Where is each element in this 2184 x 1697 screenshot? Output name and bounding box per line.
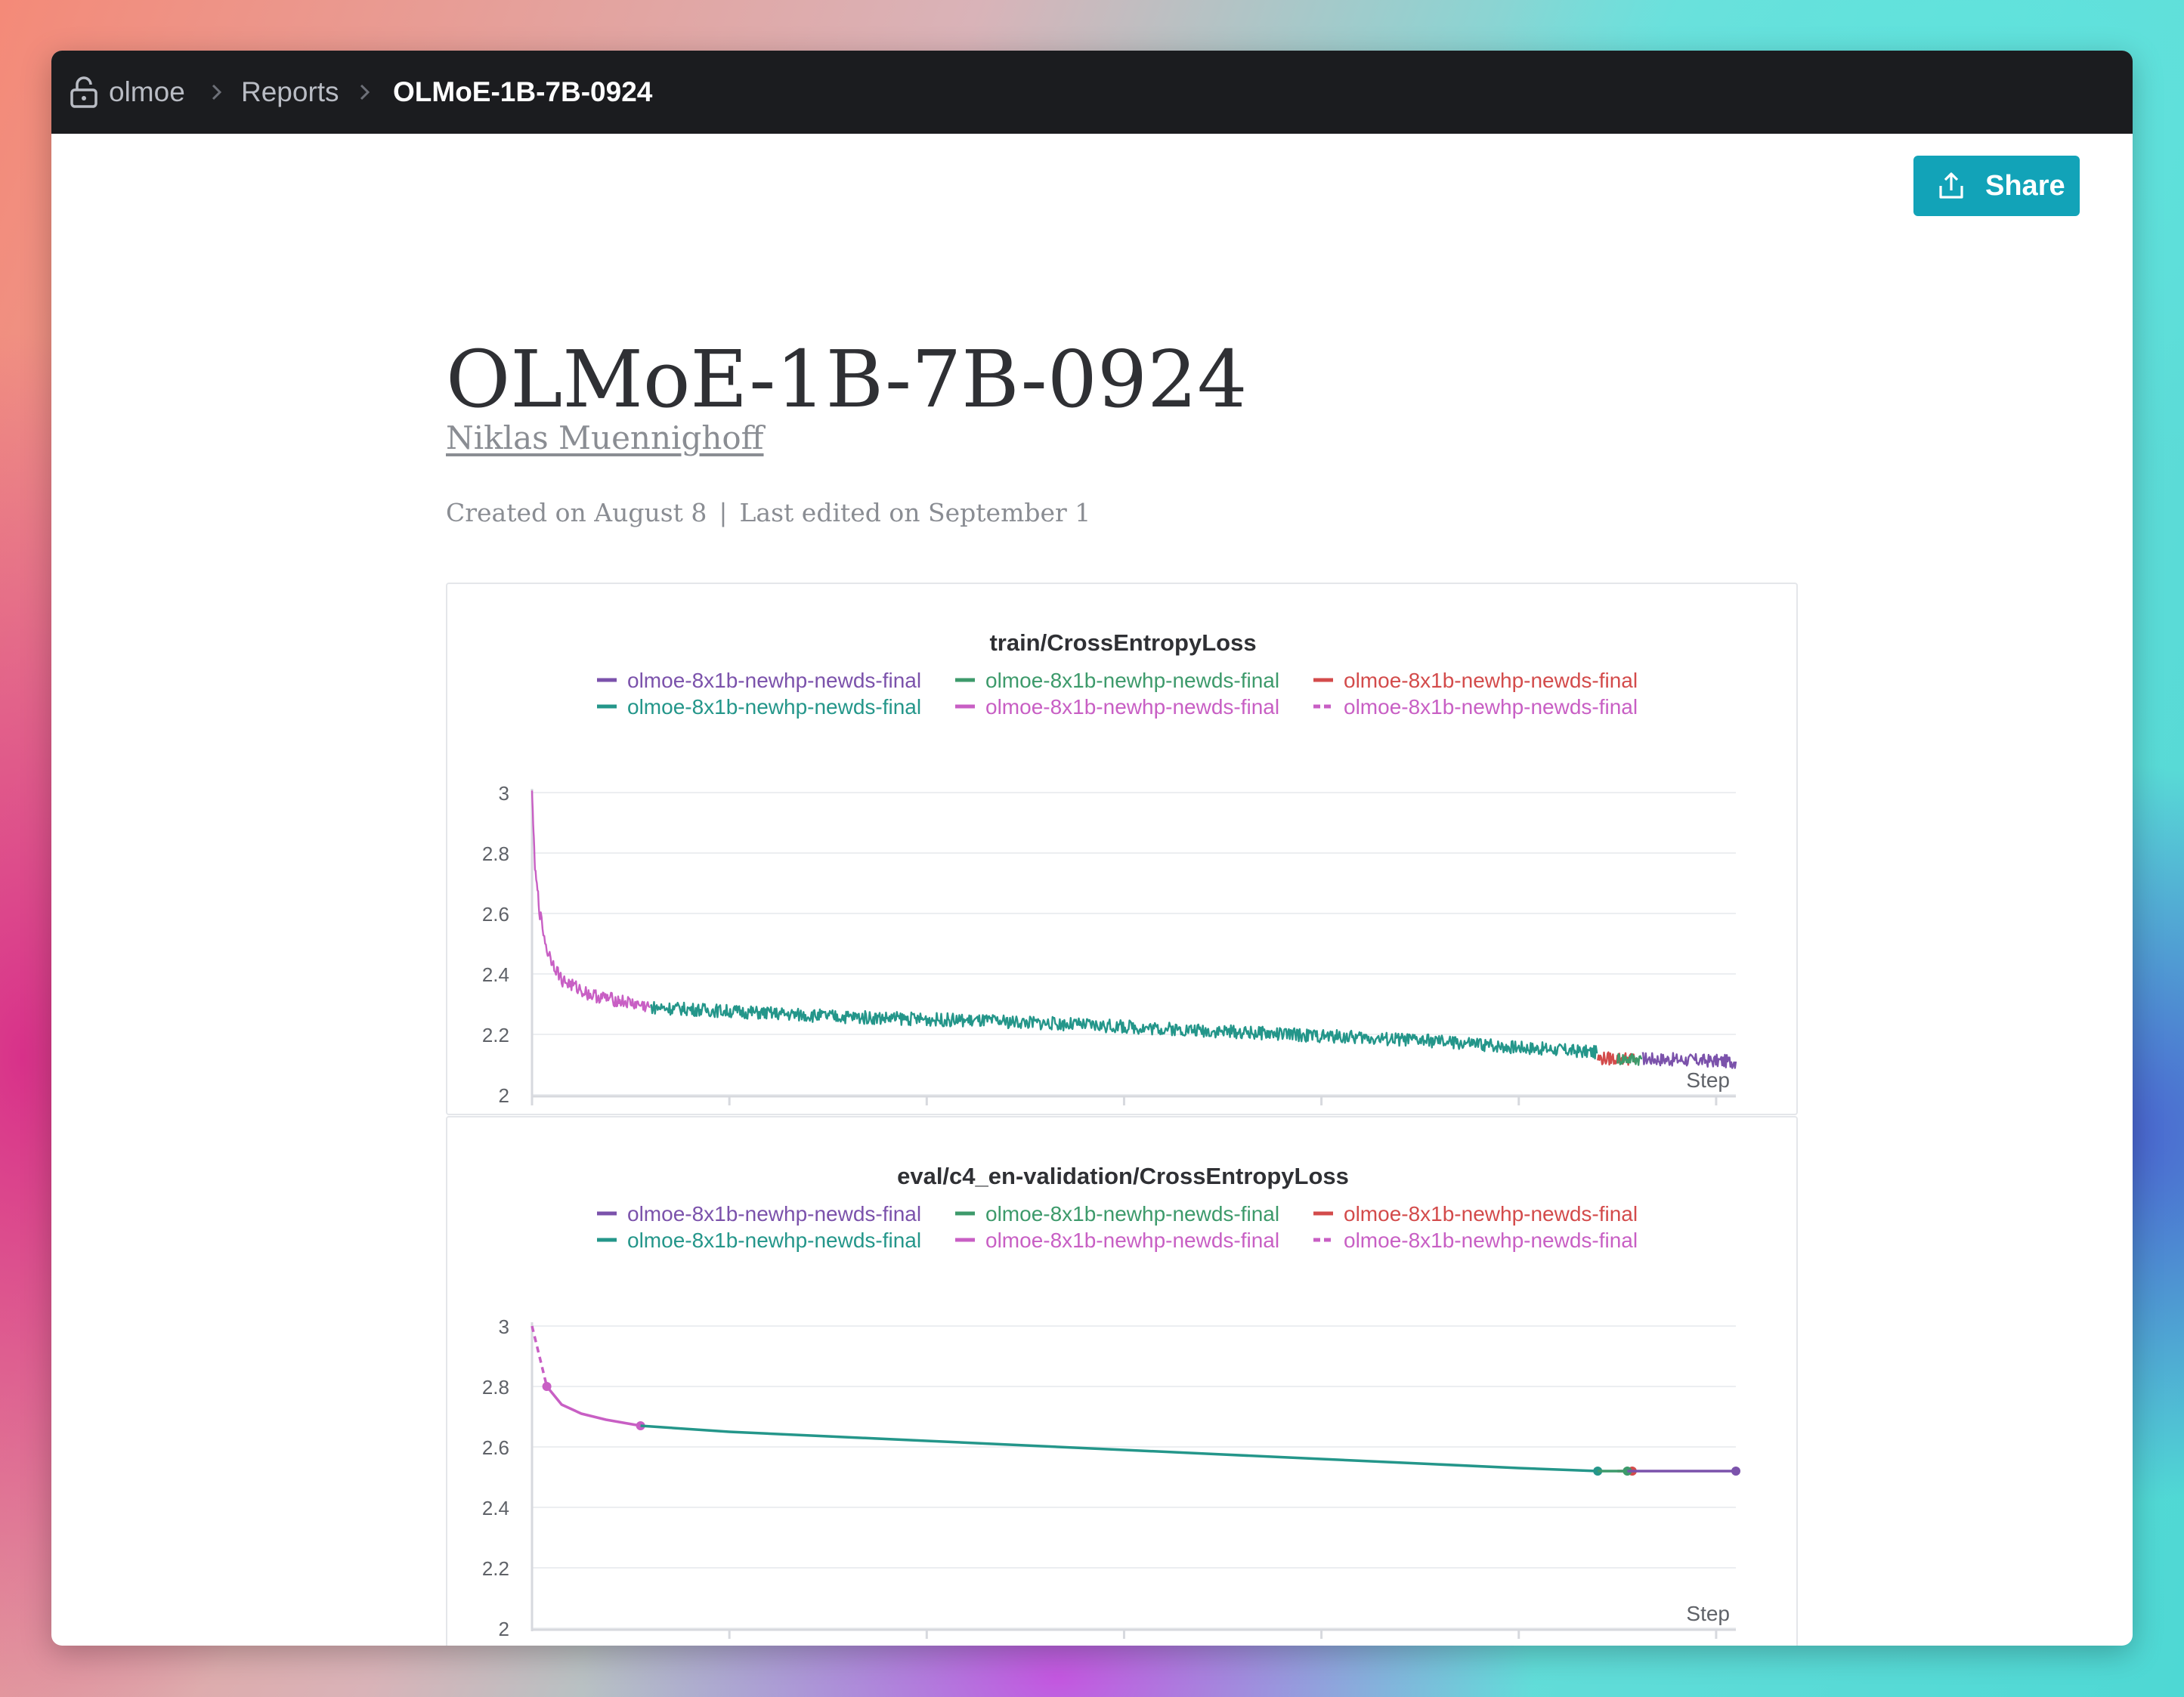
series-line	[531, 790, 651, 1012]
legend-item[interactable]: olmoe-8x1b-newhp-newds-final	[955, 1202, 1279, 1226]
legend-label: olmoe-8x1b-newhp-newds-final	[1344, 695, 1638, 719]
legend-item[interactable]: olmoe-8x1b-newhp-newds-final	[1313, 1229, 1638, 1252]
y-tick-label: 2.8	[482, 1376, 509, 1399]
legend-label: olmoe-8x1b-newhp-newds-final	[985, 669, 1279, 692]
legend-item[interactable]: olmoe-8x1b-newhp-newds-final	[597, 669, 921, 692]
breadcrumb-project[interactable]: olmoe	[109, 76, 185, 107]
y-tick-label: 2.4	[482, 963, 509, 986]
legend-item[interactable]: olmoe-8x1b-newhp-newds-final	[597, 1202, 921, 1226]
legend-label: olmoe-8x1b-newhp-newds-final	[985, 1229, 1279, 1252]
chart-title: train/CrossEntropyLoss	[989, 629, 1256, 656]
y-tick-label: 3	[499, 782, 509, 805]
y-tick-label: 2.2	[482, 1557, 509, 1580]
top-bar: olmoe Reports OLMoE-1B-7B-0924	[51, 51, 2133, 134]
y-tick-label: 2.2	[482, 1024, 509, 1046]
meta-separator: |	[719, 498, 728, 527]
series-line	[1641, 1052, 1737, 1069]
chevron-right-icon	[212, 84, 222, 100]
author-link[interactable]: Niklas Muennighoff	[446, 419, 764, 456]
x-axis-label: Step	[1686, 1602, 1730, 1625]
y-tick-label: 2.4	[482, 1497, 509, 1519]
created-date: Created on August 8	[446, 498, 707, 527]
legend-label: olmoe-8x1b-newhp-newds-final	[627, 1202, 921, 1226]
y-tick-label: 2.8	[482, 842, 509, 865]
report-title: OLMoE-1B-7B-0924	[446, 333, 1248, 425]
eval-loss-chart: eval/c4_en-validation/CrossEntropyLossol…	[482, 1163, 1740, 1640]
legend-label: olmoe-8x1b-newhp-newds-final	[985, 1202, 1279, 1226]
y-tick-label: 2	[499, 1618, 509, 1640]
series-line	[546, 1385, 641, 1427]
legend-label: olmoe-8x1b-newhp-newds-final	[627, 1229, 921, 1252]
edited-date: Last edited on September 1	[739, 498, 1091, 527]
legend-item[interactable]: olmoe-8x1b-newhp-newds-final	[1313, 1202, 1638, 1226]
chart-panel-train-loss[interactable]: train/CrossEntropyLoss olmoe-8x1b-newhp-n…	[446, 583, 1798, 1115]
series-end-point	[1731, 1467, 1740, 1476]
y-tick-label: 3	[499, 1315, 509, 1338]
legend-item[interactable]: olmoe-8x1b-newhp-newds-final	[597, 695, 921, 719]
legend-label: olmoe-8x1b-newhp-newds-final	[627, 695, 921, 719]
share-icon	[1939, 172, 1963, 199]
y-tick-label: 2.6	[482, 1436, 509, 1459]
browser-window: olmoe Reports OLMoE-1B-7B-0924 Share OLM…	[51, 51, 2133, 1646]
chevron-right-icon	[360, 84, 370, 100]
series-line	[640, 1424, 1598, 1473]
legend-label: olmoe-8x1b-newhp-newds-final	[1344, 1229, 1638, 1252]
legend-label: olmoe-8x1b-newhp-newds-final	[1344, 1202, 1638, 1226]
legend-label: olmoe-8x1b-newhp-newds-final	[1344, 669, 1638, 692]
share-button[interactable]: Share	[1913, 156, 2080, 216]
series-line	[649, 1000, 1598, 1060]
report-meta: Created on August 8 | Last edited on Septe…	[446, 498, 1090, 527]
series-end-point	[1623, 1467, 1632, 1476]
legend-item[interactable]: olmoe-8x1b-newhp-newds-final	[955, 669, 1279, 692]
train-loss-chart: train/CrossEntropyLoss olmoe-8x1b-newhp-n…	[482, 629, 1737, 1107]
legend-item[interactable]: olmoe-8x1b-newhp-newds-final	[1313, 695, 1638, 719]
unlock-icon	[70, 76, 97, 108]
legend-label: olmoe-8x1b-newhp-newds-final	[985, 695, 1279, 719]
series-end-point	[1593, 1467, 1603, 1476]
x-axis-label: Step	[1686, 1068, 1730, 1092]
y-tick-label: 2	[499, 1084, 509, 1107]
series-line	[1616, 1053, 1643, 1066]
legend-item[interactable]: olmoe-8x1b-newhp-newds-final	[955, 695, 1279, 719]
chart-title: eval/c4_en-validation/CrossEntropyLoss	[897, 1163, 1349, 1189]
breadcrumb-current-report: OLMoE-1B-7B-0924	[393, 76, 653, 107]
series-line	[531, 1325, 549, 1387]
y-tick-label: 2.6	[482, 903, 509, 926]
share-button-label: Share	[1985, 170, 2065, 202]
legend-item[interactable]: olmoe-8x1b-newhp-newds-final	[597, 1229, 921, 1252]
breadcrumb-reports[interactable]: Reports	[241, 76, 339, 107]
legend-label: olmoe-8x1b-newhp-newds-final	[627, 669, 921, 692]
legend-item[interactable]: olmoe-8x1b-newhp-newds-final	[955, 1229, 1279, 1252]
legend-item[interactable]: olmoe-8x1b-newhp-newds-final	[1313, 669, 1638, 692]
